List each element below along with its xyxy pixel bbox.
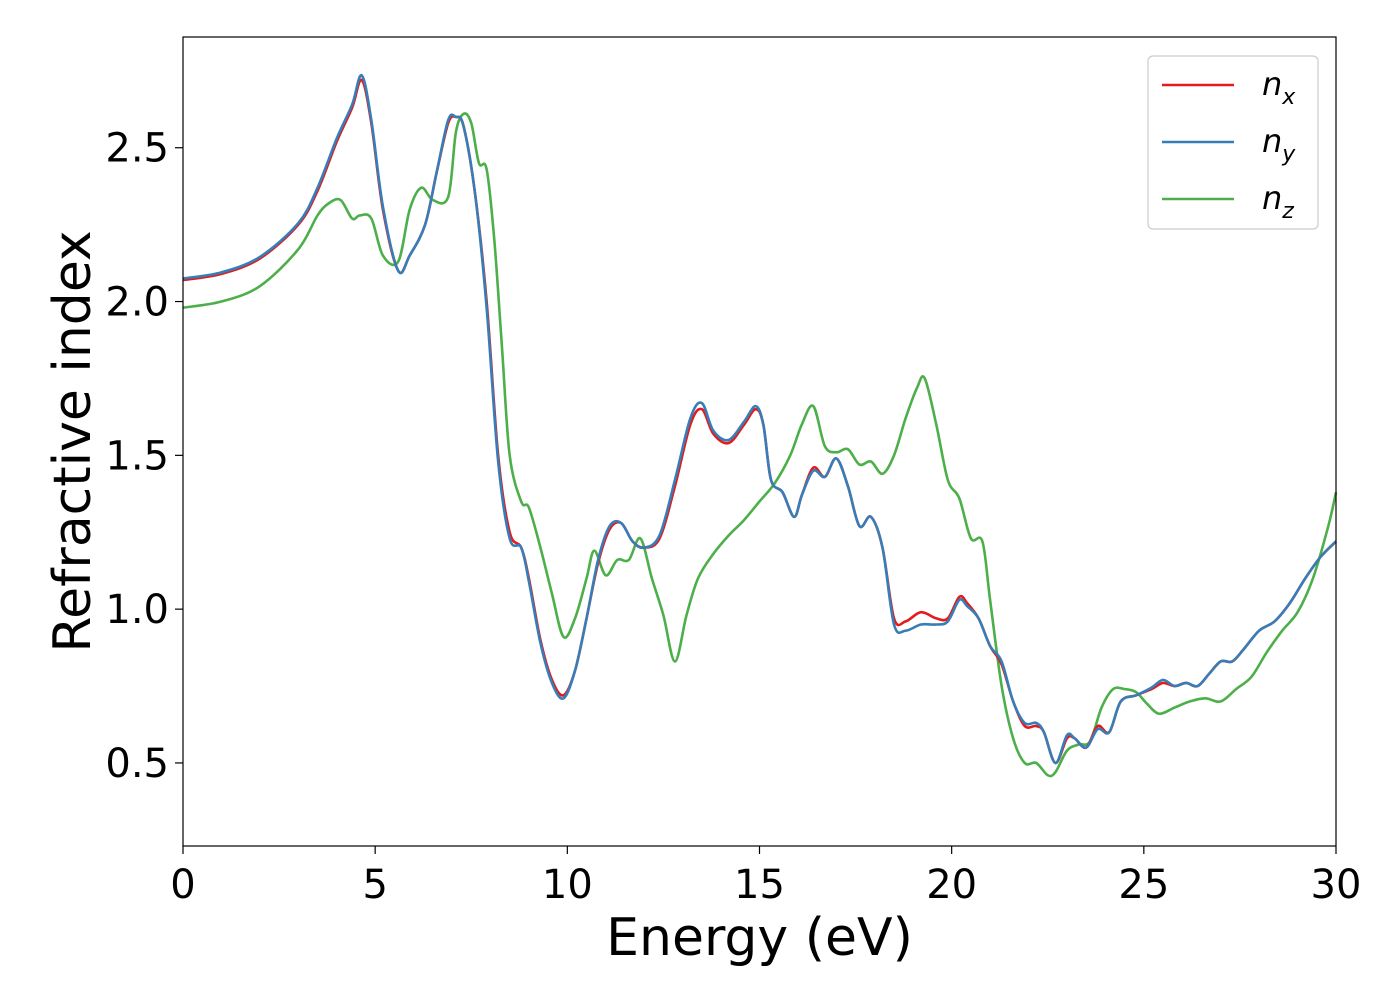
y-tick-label: 2.5 bbox=[105, 126, 169, 172]
y-axis-ticks: 0.5 1.0 1.5 2.0 2.5 bbox=[105, 126, 183, 787]
x-tick-label: 0 bbox=[170, 862, 195, 908]
legend-label-y: ny bbox=[1262, 122, 1296, 167]
legend-label-x: nx bbox=[1262, 65, 1296, 110]
x-tick-label: 20 bbox=[926, 862, 977, 908]
plot-lines bbox=[182, 74, 1338, 778]
x-tick-label: 30 bbox=[1311, 862, 1362, 908]
x-tick-label: 5 bbox=[362, 862, 387, 908]
legend: nx ny nz bbox=[1147, 55, 1319, 230]
y-tick-label: 1.5 bbox=[105, 433, 169, 479]
y-tick-label: 0.5 bbox=[105, 741, 169, 787]
y-tick-label: 2.0 bbox=[105, 280, 169, 326]
series-line-y bbox=[182, 74, 1337, 765]
x-tick-label: 25 bbox=[1118, 862, 1169, 908]
x-tick-label: 10 bbox=[542, 862, 593, 908]
x-axis-ticks: 0 5 10 15 20 25 30 bbox=[170, 846, 1361, 908]
x-axis-label: Energy (eV) bbox=[606, 908, 913, 968]
legend-label-z: nz bbox=[1262, 179, 1294, 224]
y-tick-label: 1.0 bbox=[105, 587, 169, 633]
x-tick-label: 15 bbox=[734, 862, 785, 908]
series-line-z bbox=[182, 112, 1338, 778]
y-axis-label: Refractive index bbox=[43, 230, 103, 652]
